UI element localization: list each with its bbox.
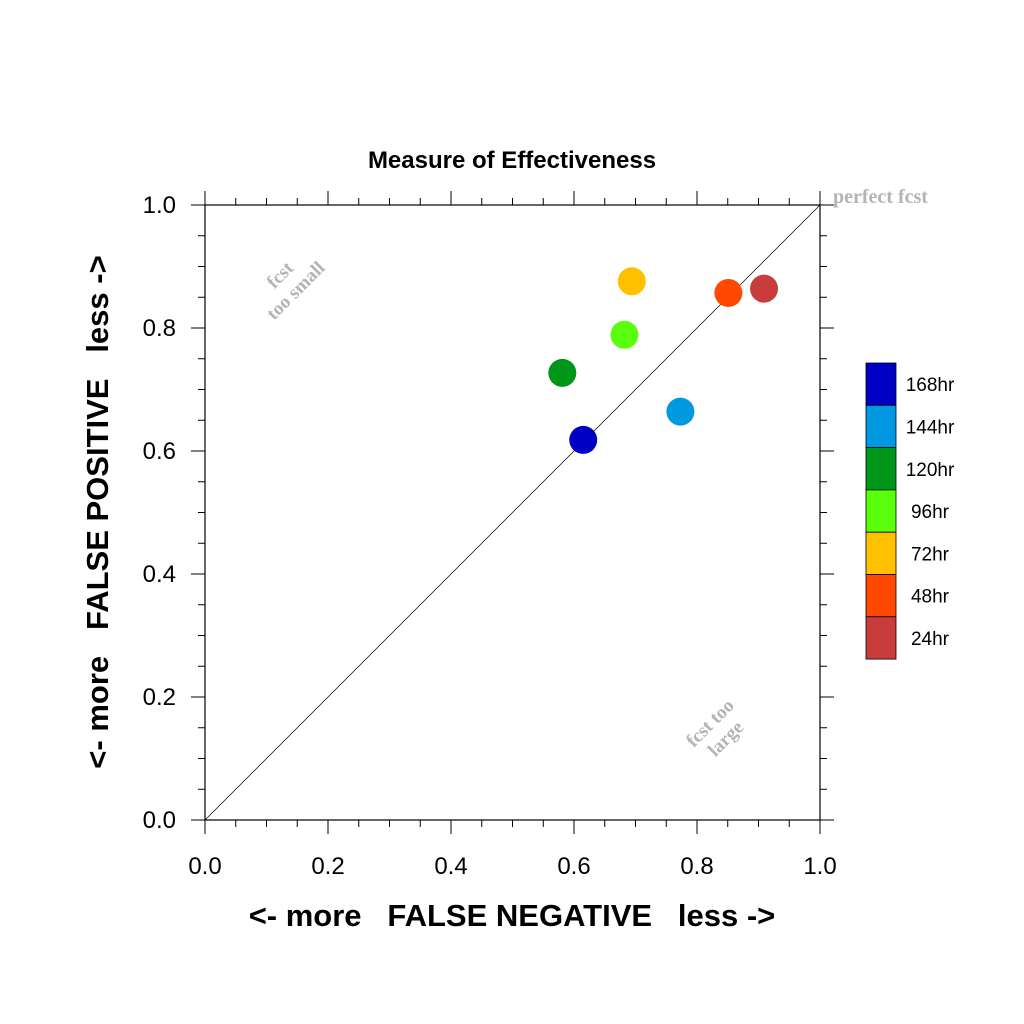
- legend-label-144hr: 144hr: [906, 417, 955, 438]
- point-24hr: [750, 274, 779, 303]
- point-96hr: [610, 320, 639, 349]
- x-tick-label: 0.4: [434, 853, 467, 880]
- legend: 168hr 144hr 120hr 96hr 72hr 48hr 24hr: [865, 362, 955, 660]
- point-48hr: [714, 278, 743, 307]
- legend-swatch-144hr: [865, 404, 897, 448]
- point-168hr: [569, 425, 598, 454]
- y-tick-label: 1.0: [143, 192, 176, 219]
- legend-label-96hr: 96hr: [911, 502, 950, 523]
- perfect-forecast-annotation: perfect fcst: [833, 186, 928, 208]
- legend-label-48hr: 48hr: [911, 587, 950, 608]
- legend-swatch-168hr: [865, 362, 897, 406]
- y-axis-label: <- more FALSE POSITIVE less ->: [80, 255, 115, 768]
- x-tick-labels: 0.0 0.2 0.4 0.6 0.8 1.0: [188, 853, 836, 880]
- y-tick-label: 0.4: [143, 561, 176, 588]
- y-tick-label: 0.8: [143, 315, 176, 342]
- legend-label-72hr: 72hr: [911, 544, 950, 565]
- legend-swatch-48hr: [865, 574, 897, 618]
- axis-ticks: [191, 191, 834, 834]
- legend-swatch-24hr: [865, 616, 897, 660]
- y-tick-labels: 0.0 0.2 0.4 0.6 0.8 1.0: [143, 192, 176, 834]
- too-large-annotation: fcst too large: [682, 695, 748, 761]
- legend-swatch-120hr: [865, 447, 897, 491]
- too-small-annotation: fcst too small: [263, 257, 330, 324]
- data-points: [548, 267, 779, 454]
- y-tick-label: 0.0: [143, 807, 176, 834]
- legend-label-24hr: 24hr: [911, 629, 950, 650]
- x-tick-label: 0.8: [680, 853, 713, 880]
- y-tick-label: 0.2: [143, 684, 176, 711]
- x-tick-label: 1.0: [803, 853, 836, 880]
- x-axis-label: <- more FALSE NEGATIVE less ->: [249, 898, 776, 933]
- x-tick-label: 0.6: [557, 853, 590, 880]
- point-144hr: [666, 397, 695, 426]
- x-tick-label: 0.0: [188, 853, 221, 880]
- legend-label-168hr: 168hr: [906, 375, 955, 396]
- legend-label-120hr: 120hr: [906, 460, 955, 481]
- chart-title: Measure of Effectiveness: [368, 147, 656, 174]
- point-72hr: [617, 267, 646, 296]
- legend-swatch-72hr: [865, 531, 897, 575]
- perfect-forecast-diagonal: [204, 204, 821, 821]
- x-tick-label: 0.2: [311, 853, 344, 880]
- y-tick-label: 0.6: [143, 438, 176, 465]
- legend-swatch-96hr: [865, 489, 897, 533]
- point-120hr: [548, 358, 577, 387]
